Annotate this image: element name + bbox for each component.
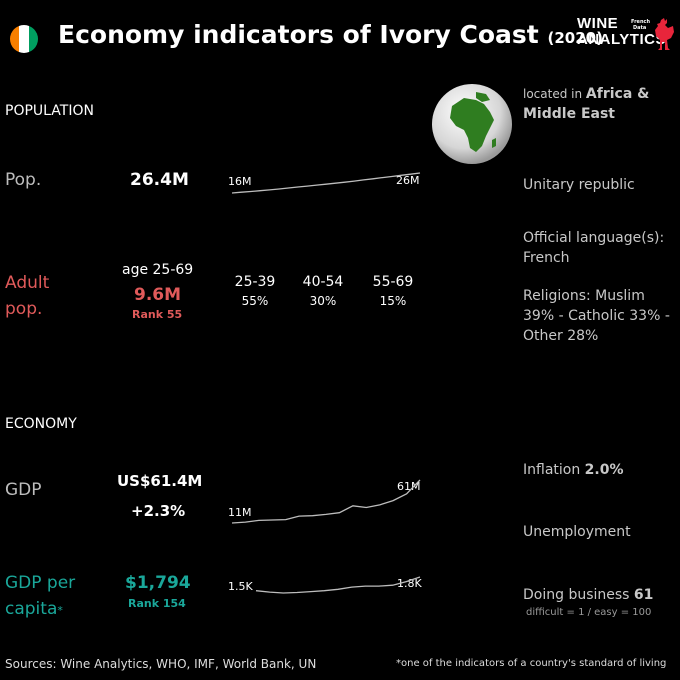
flag-green-stripe xyxy=(28,25,38,53)
age-group-pct: 55% xyxy=(241,294,269,308)
adult-age: age 25-69 xyxy=(122,262,194,278)
gdp-sparkline xyxy=(231,479,421,524)
pop-spark-end: 26M xyxy=(396,174,420,187)
pop-spark-start: 16M xyxy=(228,175,252,188)
gdppc-asterisk: * xyxy=(57,604,63,617)
pop-value: 26.4M xyxy=(130,170,189,190)
flag-orange-stripe xyxy=(10,25,20,53)
brand-line2: ANALYTICS xyxy=(577,31,666,48)
business-value: 61 xyxy=(633,587,654,603)
brand-line1: WINE xyxy=(577,15,619,32)
age-group-25-39: 25-39 55% xyxy=(233,274,277,308)
adult-label-line1: Adult xyxy=(5,273,50,293)
inflation-info: Inflation 2.0% xyxy=(523,460,678,480)
age-group-range: 25-39 xyxy=(234,274,276,290)
government-type: Unitary republic xyxy=(523,177,635,193)
economy-section-label: ECONOMY xyxy=(5,416,77,432)
population-section-label: POPULATION xyxy=(5,103,94,119)
age-group-40-54: 40-54 30% xyxy=(301,274,345,308)
age-group-pct: 15% xyxy=(379,294,407,308)
age-group-pct: 30% xyxy=(309,294,337,308)
page-title: Economy indicators of Ivory Coast (2020) xyxy=(58,20,603,49)
gdppc-spark-start: 1.5K xyxy=(228,580,253,593)
gdp-value: US$61.4M xyxy=(117,472,203,490)
gdp-sparkline-path xyxy=(231,479,421,524)
business-note: difficult = 1 / easy = 100 xyxy=(526,607,652,618)
gdp-label: GDP xyxy=(5,480,42,500)
located-prefix: located in xyxy=(523,87,586,101)
title-text: Economy indicators of Ivory Coast xyxy=(58,20,539,49)
adult-value: 9.6M xyxy=(134,285,182,305)
unemployment-label: Unemployment xyxy=(523,524,631,540)
rooster-icon xyxy=(655,18,674,50)
footnote: *one of the indicators of a country's st… xyxy=(396,658,667,669)
gdppc-sparkline-path xyxy=(255,576,421,594)
age-group-55-69: 55-69 15% xyxy=(371,274,415,308)
gdppc-sparkline xyxy=(255,576,421,594)
pop-sparkline xyxy=(231,172,421,194)
religion-info: Religions: Muslim 39% - Catholic 33% - O… xyxy=(523,286,678,346)
region-line2: Middle East xyxy=(523,106,615,122)
pop-label: Pop. xyxy=(5,170,42,190)
business-label: Doing business xyxy=(523,587,634,603)
inflation-value: 2.0% xyxy=(584,462,624,478)
globe-africa-icon xyxy=(432,84,512,164)
gdppc-label: GDP per capita* xyxy=(5,570,75,624)
gdp-spark-end: 61M xyxy=(397,480,421,493)
inflation-label: Inflation xyxy=(523,462,585,478)
religion-line1: Religions: Muslim xyxy=(523,288,645,304)
wine-analytics-logo: WINE French Data ANALYTICS xyxy=(577,14,677,54)
adult-label-line2: pop. xyxy=(5,299,43,319)
age-group-range: 55-69 xyxy=(372,274,414,290)
business-info: Doing business 61 xyxy=(523,585,678,605)
religion-line2: 39% - Catholic 33% - xyxy=(523,308,670,324)
gdp-growth: +2.3% xyxy=(131,502,186,520)
title-year: (2020) xyxy=(547,29,603,47)
gdppc-rank: Rank 154 xyxy=(128,597,186,610)
language-label: Official language(s): xyxy=(523,230,665,246)
gdppc-spark-end: 1.8K xyxy=(397,577,422,590)
gdppc-label-line1: GDP per xyxy=(5,573,76,593)
gdppc-label-line2: capita xyxy=(5,599,58,619)
gdp-spark-start: 11M xyxy=(228,506,252,519)
adult-rank: Rank 55 xyxy=(132,308,183,321)
brand-small1: French xyxy=(631,19,651,25)
age-group-range: 40-54 xyxy=(302,274,344,290)
language-value: French xyxy=(523,250,570,266)
language-info: Official language(s): French xyxy=(523,228,678,268)
sources-footer: Sources: Wine Analytics, WHO, IMF, World… xyxy=(5,657,317,671)
adult-label: Adult pop. xyxy=(5,270,49,322)
gdppc-value: $1,794 xyxy=(125,573,191,593)
brand-small2: Data xyxy=(633,25,647,31)
region-info: located in Africa & Middle East xyxy=(523,84,678,124)
region-line1: Africa & xyxy=(585,86,650,102)
ivory-coast-flag-icon xyxy=(10,25,38,53)
religion-line3: Other 28% xyxy=(523,328,599,344)
pop-sparkline-path xyxy=(231,172,421,194)
flag-white-stripe xyxy=(19,25,29,53)
